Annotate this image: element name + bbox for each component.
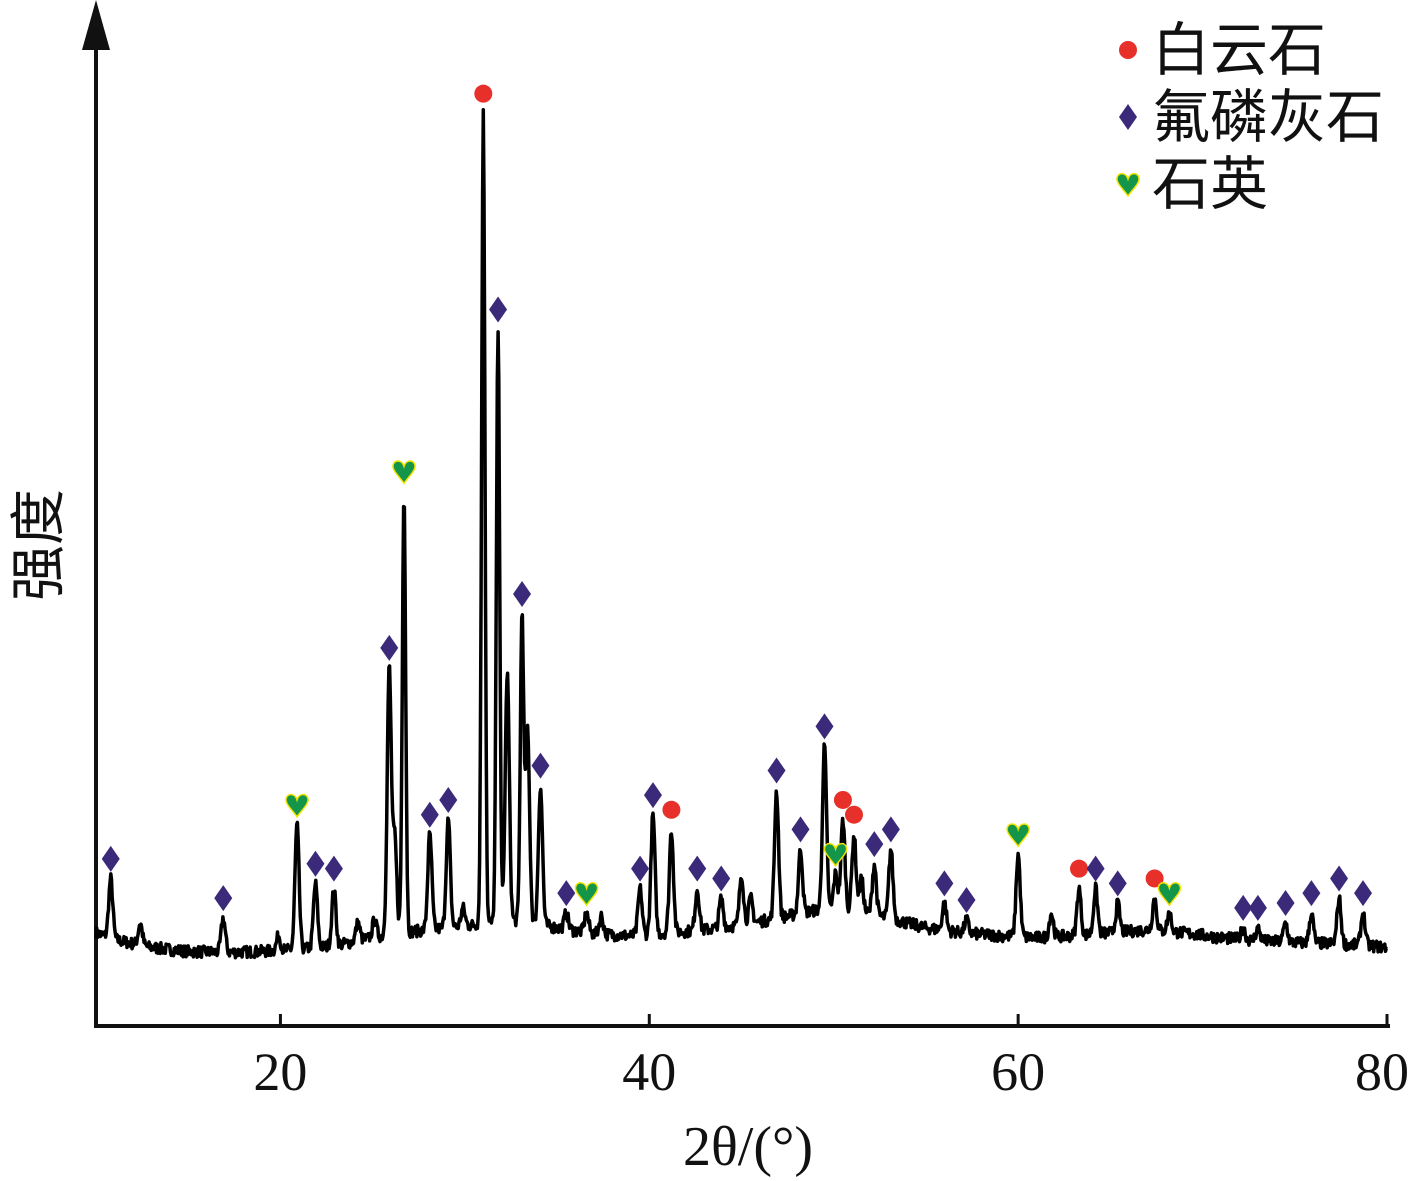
quartz-peak-marker bbox=[1157, 882, 1182, 907]
y-axis-title: 强度 bbox=[9, 489, 71, 601]
fluorapatite-peak-marker bbox=[439, 786, 458, 813]
quartz-peak-marker bbox=[1006, 823, 1030, 848]
legend-label-quartz: 石英 bbox=[1152, 150, 1268, 218]
phase-markers bbox=[101, 84, 1373, 921]
fluorapatite-peak-marker bbox=[380, 634, 399, 661]
fluorapatite-peak-marker bbox=[815, 713, 834, 740]
quartz-peak-marker bbox=[823, 842, 848, 868]
quartz-peak-marker bbox=[574, 882, 599, 907]
x-tick-label: 80 bbox=[1355, 1042, 1409, 1102]
fluorapatite-legend-marker bbox=[1119, 104, 1137, 130]
dolomite-peak-marker bbox=[833, 790, 852, 809]
fluorapatite-peak-marker bbox=[631, 855, 650, 882]
fluorapatite-peak-marker bbox=[420, 801, 439, 828]
fluorapatite-peak-marker bbox=[1354, 880, 1373, 907]
fluorapatite-peak-marker bbox=[865, 831, 884, 858]
fluorapatite-peak-marker bbox=[101, 845, 120, 872]
legend-label-fluorapatite: 氟磷灰石 bbox=[1152, 83, 1384, 151]
x-tick-label: 60 bbox=[991, 1042, 1045, 1102]
x-tick-labels: 20 40 60 80 bbox=[253, 1042, 1409, 1102]
fluorapatite-peak-marker bbox=[1302, 880, 1321, 907]
fluorapatite-peak-marker bbox=[1330, 865, 1349, 892]
fluorapatite-peak-marker bbox=[767, 757, 786, 784]
dolomite-peak-marker bbox=[1145, 869, 1164, 888]
fluorapatite-peak-marker bbox=[306, 850, 325, 877]
x-axis-title: 2θ/(°) bbox=[683, 1116, 813, 1178]
quartz-peak-marker bbox=[392, 460, 416, 485]
dolomite-peak-marker bbox=[845, 805, 864, 824]
fluorapatite-peak-marker bbox=[791, 816, 810, 843]
dolomite-legend-marker bbox=[1119, 41, 1137, 59]
fluorapatite-peak-marker bbox=[324, 855, 343, 882]
fluorapatite-peak-marker bbox=[881, 816, 900, 843]
dolomite-peak-marker bbox=[474, 84, 493, 103]
fluorapatite-peak-marker bbox=[513, 580, 532, 607]
fluorapatite-peak-marker bbox=[957, 887, 976, 914]
fluorapatite-peak-marker bbox=[1234, 894, 1253, 921]
dolomite-peak-marker bbox=[1070, 859, 1089, 878]
fluorapatite-peak-marker bbox=[1248, 894, 1267, 921]
fluorapatite-peak-marker bbox=[1276, 889, 1295, 916]
fluorapatite-peak-marker bbox=[214, 885, 233, 912]
fluorapatite-peak-marker bbox=[935, 870, 954, 897]
fluorapatite-peak-marker bbox=[712, 865, 731, 892]
quartz-legend-marker bbox=[1116, 172, 1140, 198]
fluorapatite-peak-marker bbox=[1108, 870, 1127, 897]
legend-label-dolomite: 白云石 bbox=[1152, 16, 1326, 84]
quartz-peak-marker bbox=[285, 793, 309, 819]
fluorapatite-peak-marker bbox=[489, 296, 508, 323]
x-tick-label: 40 bbox=[622, 1042, 676, 1102]
axes bbox=[82, 0, 1390, 1028]
xrd-trace bbox=[94, 107, 1389, 960]
x-ticks bbox=[278, 1014, 1389, 1026]
fluorapatite-peak-marker bbox=[643, 782, 662, 809]
fluorapatite-peak-marker bbox=[688, 855, 707, 882]
dolomite-peak-marker bbox=[662, 800, 681, 819]
x-tick-label: 20 bbox=[253, 1042, 307, 1102]
fluorapatite-peak-marker bbox=[531, 752, 550, 779]
fluorapatite-peak-marker bbox=[1086, 855, 1105, 882]
fluorapatite-peak-marker bbox=[557, 880, 576, 907]
y-axis-arrow bbox=[82, 0, 110, 50]
